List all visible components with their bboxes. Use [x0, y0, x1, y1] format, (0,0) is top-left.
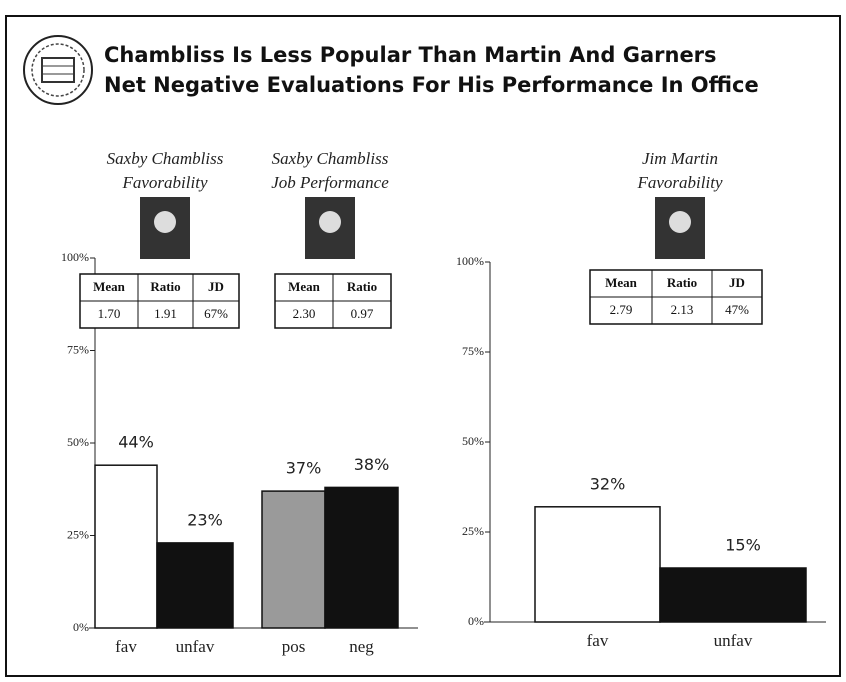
table-cell: 47%: [725, 302, 749, 317]
x-tick-label: fav: [115, 637, 137, 656]
photo-face: [319, 211, 341, 233]
group-title: Favorability: [637, 173, 723, 192]
x-tick-label: unfav: [714, 631, 753, 650]
bar: [94, 464, 158, 629]
y-tick-label: 25%: [67, 527, 89, 541]
photo-face: [669, 211, 691, 233]
x-tick-label: pos: [282, 637, 306, 656]
table-cell: 1.91: [154, 306, 177, 321]
bar: [324, 486, 399, 629]
bar: [156, 542, 234, 629]
bar: [261, 490, 326, 629]
table-header: Ratio: [347, 279, 377, 294]
value-label: 32%: [590, 474, 626, 493]
y-tick-label: 75%: [462, 344, 484, 358]
value-label: 44%: [118, 433, 154, 452]
y-tick-label: 50%: [462, 434, 484, 448]
table-header: JD: [729, 275, 745, 290]
title-line-2: Net Negative Evaluations For His Perform…: [104, 73, 759, 97]
value-label: 37%: [286, 459, 322, 478]
table-header: Mean: [93, 279, 126, 294]
bar: [659, 567, 807, 623]
table-header: Mean: [288, 279, 321, 294]
group-title: Saxby Chambliss: [107, 149, 224, 168]
table-header: Mean: [605, 275, 638, 290]
table-cell: 0.97: [351, 306, 374, 321]
group-title: Saxby Chambliss: [272, 149, 389, 168]
y-tick-label: 100%: [61, 250, 89, 264]
y-tick-label: 50%: [67, 435, 89, 449]
table-cell: 2.13: [671, 302, 694, 317]
value-label: 23%: [187, 510, 223, 529]
table-header: Ratio: [150, 279, 180, 294]
y-tick-label: 25%: [462, 524, 484, 538]
x-tick-label: neg: [349, 637, 374, 656]
x-tick-label: unfav: [176, 637, 215, 656]
seal: [23, 35, 93, 105]
x-tick-label: fav: [587, 631, 609, 650]
table-header: Ratio: [667, 275, 697, 290]
y-tick-label: 0%: [468, 614, 484, 628]
table-header: JD: [208, 279, 224, 294]
y-tick-label: 100%: [456, 254, 484, 268]
value-label: 15%: [725, 536, 761, 555]
table-cell: 67%: [204, 306, 228, 321]
table-cell: 1.70: [98, 306, 121, 321]
group-title: Favorability: [122, 173, 208, 192]
table-cell: 2.30: [293, 306, 316, 321]
group-title: Jim Martin: [642, 149, 718, 168]
table-cell: 2.79: [610, 302, 633, 317]
bar: [534, 506, 661, 623]
y-tick-label: 0%: [73, 620, 89, 634]
y-tick-label: 75%: [67, 342, 89, 356]
photo-face: [154, 211, 176, 233]
value-label: 38%: [354, 455, 390, 474]
group-title: Job Performance: [271, 173, 389, 192]
title-line-1: Chambliss Is Less Popular Than Martin An…: [104, 43, 717, 67]
